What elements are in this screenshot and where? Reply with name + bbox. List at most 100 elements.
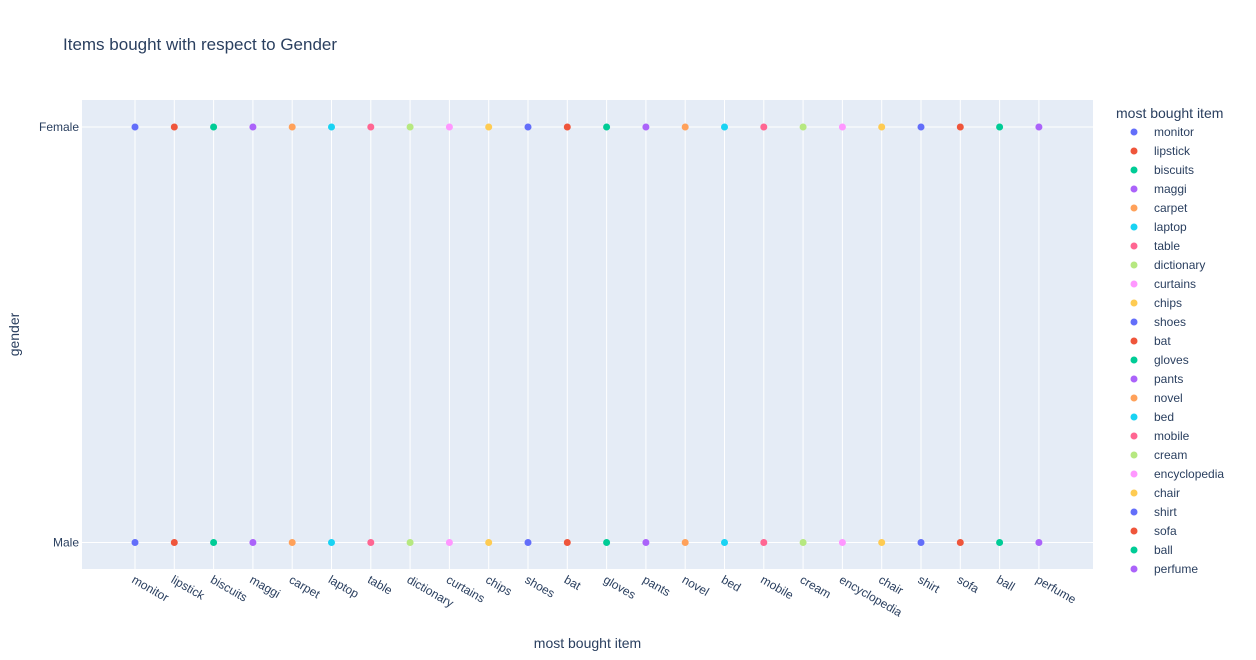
- data-point-shirt: [917, 123, 925, 131]
- legend-item-perfume[interactable]: perfume: [1130, 562, 1199, 576]
- data-point-gloves: [603, 539, 611, 546]
- legend-item-sofa[interactable]: sofa: [1130, 524, 1178, 538]
- legend-item-shoes[interactable]: shoes: [1130, 315, 1187, 329]
- data-point-maggi: [249, 123, 257, 131]
- legend-marker: [1130, 413, 1138, 421]
- legend-item-curtains[interactable]: curtains: [1130, 277, 1197, 291]
- legend-marker: [1130, 128, 1138, 136]
- legend-label: sofa: [1154, 524, 1177, 538]
- legend-label: bed: [1154, 410, 1174, 424]
- legend-label: shirt: [1154, 505, 1177, 519]
- x-tick-label: bat: [562, 572, 584, 593]
- legend-item-pants[interactable]: pants: [1130, 372, 1184, 386]
- data-point-perfume: [1035, 539, 1043, 546]
- x-tick-label: shoes: [523, 572, 558, 600]
- data-point-lipstick: [170, 123, 178, 131]
- legend-item-bed[interactable]: bed: [1130, 410, 1175, 424]
- legend-label: lipstick: [1154, 144, 1191, 158]
- legend-item-mobile[interactable]: mobile: [1130, 429, 1190, 443]
- legend-label: chair: [1154, 486, 1180, 500]
- data-point-chair: [878, 539, 886, 546]
- legend-marker: [1130, 204, 1138, 212]
- legend-item-lipstick[interactable]: lipstick: [1130, 144, 1192, 158]
- data-point-carpet: [288, 123, 296, 131]
- legend-label: encyclopedia: [1154, 467, 1224, 481]
- plot-area: [82, 100, 1093, 569]
- x-tick-label: pants: [640, 572, 672, 599]
- legend-marker: [1130, 223, 1138, 231]
- data-point-cream: [799, 539, 807, 546]
- legend-marker: [1130, 356, 1138, 364]
- legend-item-gloves[interactable]: gloves: [1130, 353, 1189, 367]
- legend-label: biscuits: [1154, 163, 1194, 177]
- chart-title: Items bought with respect to Gender: [63, 35, 337, 54]
- data-points: [131, 123, 1043, 546]
- legend-item-biscuits[interactable]: biscuits: [1130, 163, 1195, 177]
- data-point-encyclopedia: [838, 539, 846, 546]
- legend-item-carpet[interactable]: carpet: [1130, 201, 1189, 215]
- legend-label: laptop: [1154, 220, 1187, 234]
- legend-item-bat[interactable]: bat: [1130, 334, 1172, 348]
- x-tick-label: carpet: [287, 572, 323, 601]
- legend-items: monitor lipstick biscuits maggi carpet laptop…: [1130, 125, 1225, 576]
- x-tick-label: laptop: [326, 572, 362, 601]
- legend-item-maggi[interactable]: maggi: [1130, 182, 1187, 196]
- legend-marker: [1130, 527, 1138, 535]
- data-point-table: [367, 539, 375, 546]
- data-point-maggi: [249, 539, 257, 546]
- legend-item-cream[interactable]: cream: [1130, 448, 1188, 462]
- legend-marker: [1130, 337, 1138, 345]
- legend-item-laptop[interactable]: laptop: [1130, 220, 1188, 234]
- x-tick-label: ball: [994, 572, 1017, 593]
- y-axis-ticks: Female Male: [39, 120, 79, 550]
- data-point-chips: [485, 539, 493, 546]
- data-point-curtains: [445, 123, 453, 131]
- data-point-laptop: [328, 539, 335, 546]
- legend-item-table[interactable]: table: [1130, 239, 1181, 253]
- legend-item-chair[interactable]: chair: [1130, 486, 1181, 500]
- legend-label: maggi: [1154, 182, 1187, 196]
- legend-label: monitor: [1154, 125, 1194, 139]
- data-point-lipstick: [170, 539, 178, 546]
- data-point-mobile: [760, 123, 768, 131]
- data-point-ball: [996, 539, 1004, 546]
- x-tick-label: monitor: [130, 572, 172, 604]
- legend: most bought item monitor lipstick biscuits…: [1116, 105, 1224, 576]
- legend-item-novel[interactable]: novel: [1130, 391, 1183, 405]
- x-tick-label: bed: [719, 572, 743, 594]
- data-point-bed: [721, 123, 728, 131]
- grid-lines: [82, 100, 1093, 569]
- x-axis-title: most bought item: [534, 635, 641, 651]
- data-point-curtains: [445, 539, 453, 546]
- data-point-chair: [878, 123, 886, 131]
- data-point-cream: [799, 123, 807, 131]
- legend-marker: [1130, 318, 1138, 326]
- legend-marker: [1130, 166, 1138, 174]
- legend-label: perfume: [1154, 562, 1198, 576]
- data-point-pants: [642, 539, 650, 546]
- legend-item-ball[interactable]: ball: [1130, 543, 1173, 557]
- legend-label: pants: [1154, 372, 1183, 386]
- legend-marker: [1130, 375, 1138, 383]
- data-point-monitor: [131, 123, 139, 131]
- data-point-shirt: [917, 539, 925, 546]
- x-tick-label: shirt: [916, 572, 943, 596]
- legend-item-chips[interactable]: chips: [1130, 296, 1183, 310]
- legend-label: novel: [1154, 391, 1183, 405]
- x-tick-label: biscuits: [208, 572, 250, 604]
- legend-label: carpet: [1154, 201, 1188, 215]
- data-point-biscuits: [210, 539, 218, 546]
- data-point-ball: [996, 123, 1004, 131]
- data-point-pants: [642, 123, 650, 131]
- legend-label: bat: [1154, 334, 1171, 348]
- data-point-bat: [563, 123, 571, 131]
- legend-item-dictionary[interactable]: dictionary: [1130, 258, 1206, 272]
- y-tick-label: Female: [39, 120, 79, 134]
- legend-item-shirt[interactable]: shirt: [1130, 505, 1178, 519]
- legend-item-encyclopedia[interactable]: encyclopedia: [1130, 467, 1225, 481]
- legend-marker: [1130, 394, 1138, 402]
- data-point-dictionary: [406, 539, 414, 546]
- legend-item-monitor[interactable]: monitor: [1130, 125, 1195, 139]
- legend-label: curtains: [1154, 277, 1196, 291]
